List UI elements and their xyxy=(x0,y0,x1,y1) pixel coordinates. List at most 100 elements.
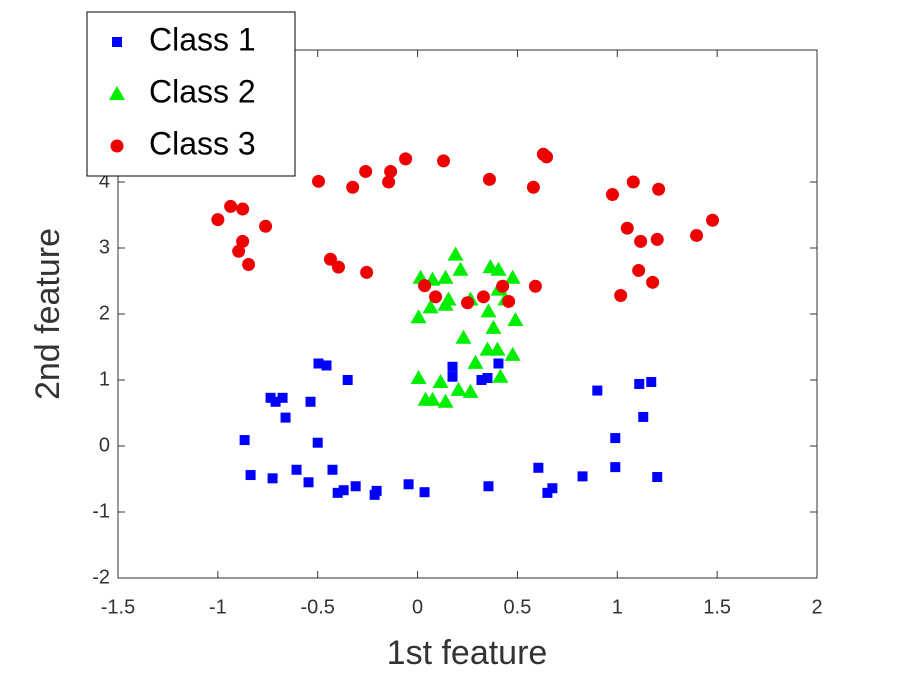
legend-marker xyxy=(112,37,122,47)
point xyxy=(547,483,558,494)
point xyxy=(482,373,493,384)
x-tick-label: 1 xyxy=(612,596,623,618)
point xyxy=(690,228,704,242)
point xyxy=(303,477,314,488)
point xyxy=(540,150,554,164)
point xyxy=(327,464,338,475)
point xyxy=(467,354,484,369)
point xyxy=(424,391,441,406)
y-tick-label: -1 xyxy=(92,500,110,522)
point xyxy=(632,263,646,277)
point xyxy=(321,360,332,371)
legend-marker xyxy=(110,139,124,153)
point xyxy=(528,279,542,293)
y-tick-label: -2 xyxy=(92,566,110,588)
point xyxy=(342,375,353,385)
point xyxy=(626,175,640,189)
point xyxy=(447,246,464,261)
point xyxy=(504,269,521,284)
point xyxy=(437,269,454,284)
y-tick-label: 2 xyxy=(99,302,110,324)
point xyxy=(447,371,458,382)
point xyxy=(483,481,494,492)
point xyxy=(476,290,490,304)
point xyxy=(652,472,663,483)
point xyxy=(312,174,326,188)
point xyxy=(437,154,451,168)
point xyxy=(706,213,720,227)
point xyxy=(489,341,506,356)
point xyxy=(482,172,496,186)
point xyxy=(429,290,443,304)
point xyxy=(270,396,281,407)
point xyxy=(577,471,588,482)
point xyxy=(461,296,474,310)
point xyxy=(634,378,645,389)
point xyxy=(610,433,621,444)
point xyxy=(502,294,516,308)
point xyxy=(455,329,472,344)
point xyxy=(332,487,343,498)
x-tick-label: 0.5 xyxy=(504,596,532,618)
point xyxy=(419,487,430,498)
point xyxy=(239,435,250,446)
point xyxy=(476,375,487,385)
legend-label: Class 1 xyxy=(149,21,256,57)
point xyxy=(526,180,540,194)
y-tick-label: 4 xyxy=(99,170,110,192)
point xyxy=(371,485,382,496)
point xyxy=(533,462,544,473)
point xyxy=(224,199,238,213)
point xyxy=(452,261,469,276)
point xyxy=(280,412,291,423)
point xyxy=(447,361,458,372)
x-axis-label: 1st feature xyxy=(387,634,548,672)
point xyxy=(646,376,657,387)
point xyxy=(634,234,648,248)
point xyxy=(504,346,521,361)
point xyxy=(399,152,413,166)
point xyxy=(331,260,345,274)
point xyxy=(242,258,256,271)
point xyxy=(360,265,374,279)
x-tick-label: -1.5 xyxy=(101,596,135,618)
point xyxy=(620,221,634,235)
y-tick-label: 3 xyxy=(99,236,110,258)
point xyxy=(493,358,504,369)
point xyxy=(485,319,502,334)
point xyxy=(259,219,273,233)
point xyxy=(480,303,497,318)
legend-label: Class 2 xyxy=(149,73,256,109)
point xyxy=(267,473,278,484)
point xyxy=(638,411,649,422)
point xyxy=(605,188,619,202)
point xyxy=(245,470,256,481)
point xyxy=(403,479,414,490)
x-tick-label: -1 xyxy=(209,596,227,618)
point xyxy=(507,311,524,326)
point xyxy=(432,373,449,388)
x-tick-label: -0.5 xyxy=(300,596,334,618)
point xyxy=(382,175,396,189)
point xyxy=(211,213,225,227)
point xyxy=(418,279,432,293)
point xyxy=(338,485,349,496)
point xyxy=(437,393,454,408)
point xyxy=(650,232,664,246)
point xyxy=(346,180,360,194)
x-tick-label: 1.5 xyxy=(703,596,731,618)
point xyxy=(592,385,603,396)
x-tick-label: 0 xyxy=(412,596,423,618)
point xyxy=(422,299,439,314)
point xyxy=(450,381,467,396)
point xyxy=(410,370,427,385)
point xyxy=(440,291,457,306)
y-axis-label: 2nd feature xyxy=(29,228,67,400)
point xyxy=(610,462,621,473)
point xyxy=(291,464,302,475)
legend-marker xyxy=(109,86,125,100)
x-tick-label: 2 xyxy=(811,596,822,618)
point xyxy=(312,437,323,448)
point xyxy=(277,392,288,403)
